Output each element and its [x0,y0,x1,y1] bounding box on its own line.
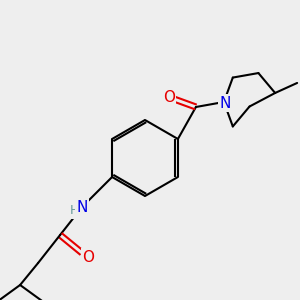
Text: N: N [76,200,88,214]
Text: H: H [69,205,79,218]
Text: N: N [219,95,231,110]
Text: O: O [82,250,94,265]
Text: O: O [163,89,175,104]
